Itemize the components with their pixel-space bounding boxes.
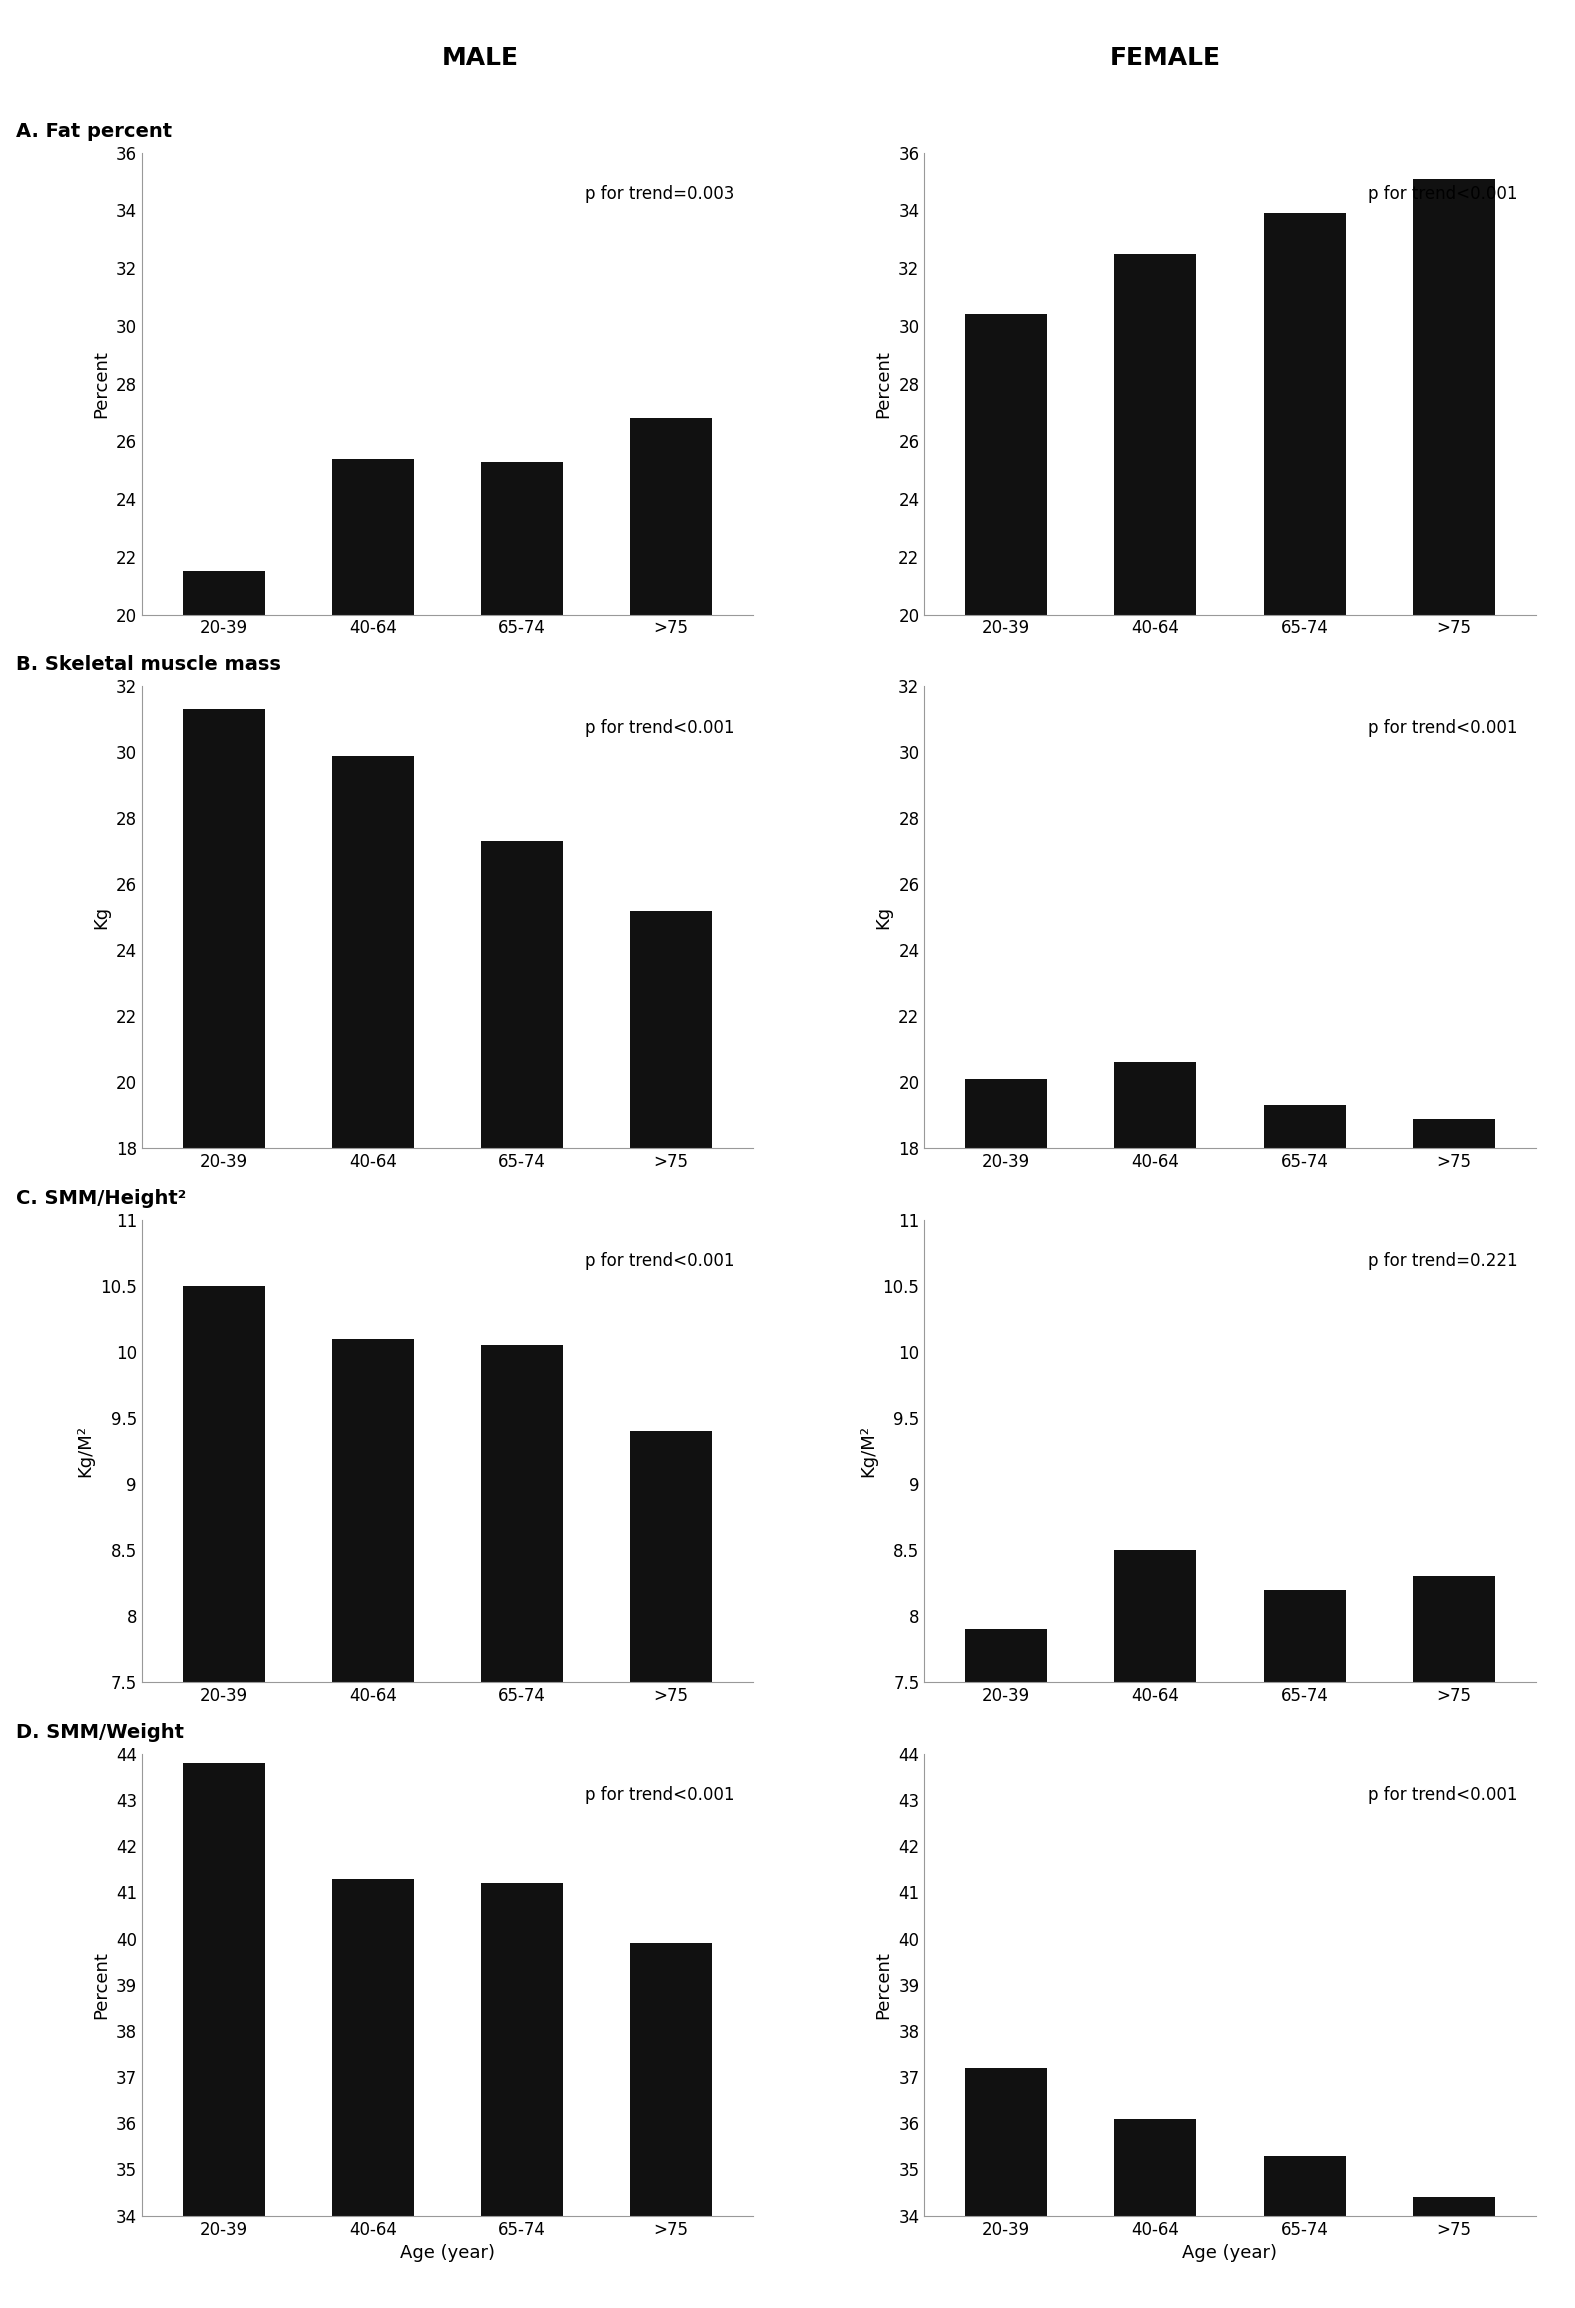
Y-axis label: Kg: Kg bbox=[91, 905, 110, 928]
Bar bbox=[480, 1883, 562, 2216]
Bar bbox=[965, 314, 1047, 614]
Bar bbox=[332, 1879, 414, 2216]
Bar bbox=[332, 459, 414, 614]
Bar bbox=[183, 709, 265, 1149]
Bar bbox=[1263, 2156, 1345, 2216]
Bar bbox=[480, 842, 562, 1149]
Bar bbox=[1263, 1106, 1345, 1149]
X-axis label: Age (year): Age (year) bbox=[1183, 2243, 1277, 2262]
Bar bbox=[183, 1286, 265, 1683]
X-axis label: Age (year): Age (year) bbox=[400, 2243, 495, 2262]
Bar bbox=[965, 2068, 1047, 2216]
Y-axis label: Kg/M²: Kg/M² bbox=[77, 1424, 94, 1477]
Bar bbox=[1413, 1119, 1495, 1149]
Text: p for trend<0.001: p for trend<0.001 bbox=[586, 718, 736, 736]
Bar bbox=[480, 462, 562, 614]
Bar bbox=[1413, 1576, 1495, 1683]
Text: p for trend<0.001: p for trend<0.001 bbox=[1367, 185, 1517, 203]
Text: D. SMM/Weight: D. SMM/Weight bbox=[16, 1722, 184, 1743]
Y-axis label: Percent: Percent bbox=[91, 349, 110, 418]
Bar bbox=[630, 912, 712, 1149]
Bar bbox=[480, 1346, 562, 1683]
Bar bbox=[630, 418, 712, 614]
Y-axis label: Percent: Percent bbox=[93, 1950, 110, 2020]
Bar bbox=[332, 755, 414, 1149]
Text: FEMALE: FEMALE bbox=[1110, 46, 1221, 69]
Text: B. Skeletal muscle mass: B. Skeletal muscle mass bbox=[16, 655, 280, 674]
Bar bbox=[1263, 1590, 1345, 1683]
Bar bbox=[1115, 2119, 1197, 2216]
Text: p for trend=0.003: p for trend=0.003 bbox=[586, 185, 736, 203]
Text: A. Fat percent: A. Fat percent bbox=[16, 122, 172, 141]
Bar bbox=[965, 1078, 1047, 1149]
Bar bbox=[1115, 1551, 1197, 1683]
Y-axis label: Kg: Kg bbox=[874, 905, 893, 928]
Bar bbox=[1115, 254, 1197, 614]
Bar bbox=[630, 1943, 712, 2216]
Bar bbox=[1413, 2197, 1495, 2216]
Bar bbox=[1413, 178, 1495, 614]
Bar bbox=[965, 1629, 1047, 1683]
Bar bbox=[1115, 1062, 1197, 1149]
Y-axis label: Percent: Percent bbox=[874, 1950, 893, 2020]
Text: C. SMM/Height²: C. SMM/Height² bbox=[16, 1189, 186, 1207]
Y-axis label: Percent: Percent bbox=[874, 349, 893, 418]
Text: p for trend<0.001: p for trend<0.001 bbox=[586, 1253, 736, 1269]
Bar bbox=[630, 1431, 712, 1683]
Text: MALE: MALE bbox=[443, 46, 518, 69]
Bar bbox=[332, 1339, 414, 1683]
Text: p for trend<0.001: p for trend<0.001 bbox=[1367, 718, 1517, 736]
Text: p for trend<0.001: p for trend<0.001 bbox=[1367, 1786, 1517, 1805]
Text: p for trend=0.221: p for trend=0.221 bbox=[1367, 1253, 1517, 1269]
Y-axis label: Kg/M²: Kg/M² bbox=[858, 1424, 877, 1477]
Bar bbox=[1263, 212, 1345, 614]
Bar bbox=[183, 1763, 265, 2216]
Bar bbox=[183, 570, 265, 614]
Text: p for trend<0.001: p for trend<0.001 bbox=[586, 1786, 736, 1805]
